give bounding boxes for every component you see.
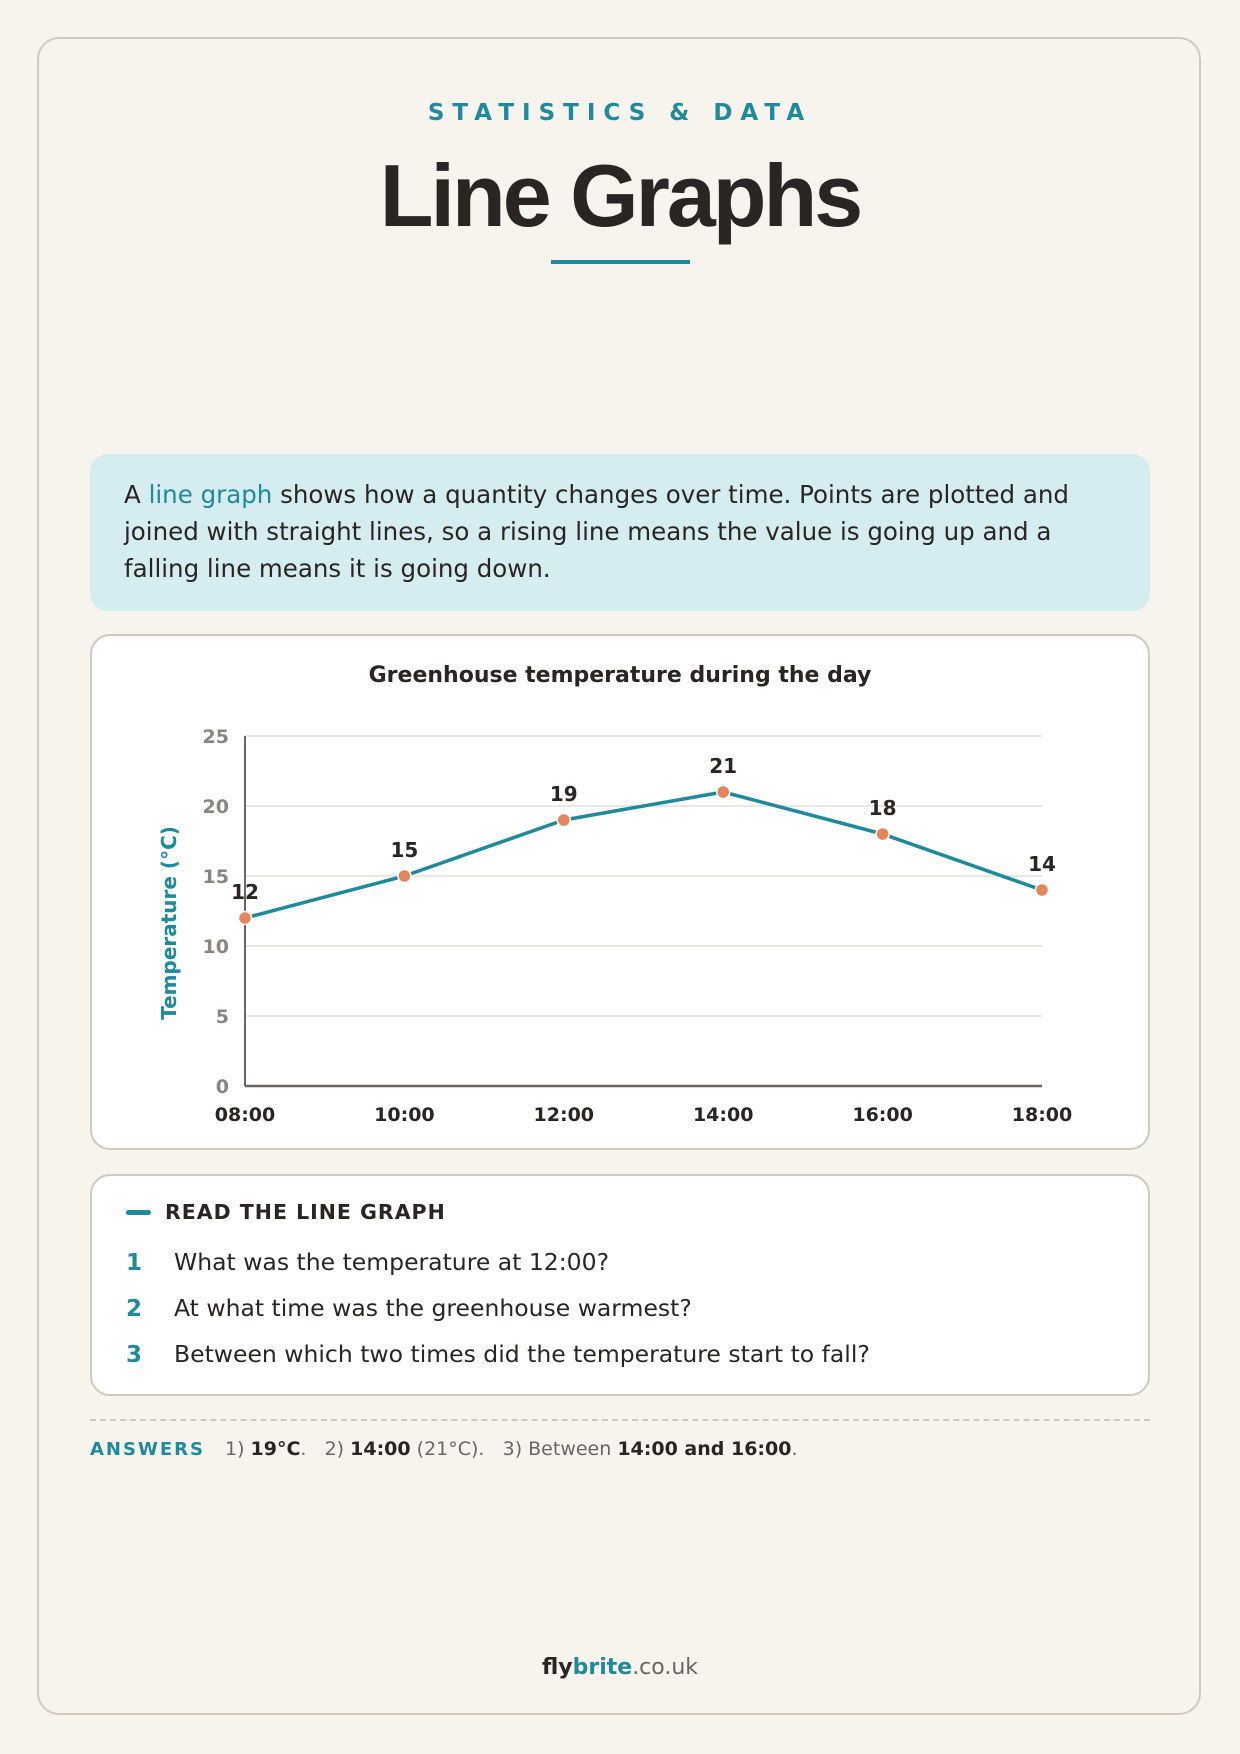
section-eyebrow: STATISTICS & DATA — [427, 100, 813, 126]
data-point — [556, 812, 572, 828]
questions-header: READ THE LINE GRAPH — [126, 1200, 446, 1224]
series-line — [244, 790, 1043, 920]
data-point — [237, 910, 253, 926]
brand-part-1: fly — [541, 1655, 573, 1680]
intro-text-end: shows how a quantity changes over time. … — [124, 480, 1069, 583]
answer-2-value: 14:00 — [350, 1438, 411, 1460]
divider — [90, 1419, 1150, 1421]
answer-3-value: 14:00 and 16:00 — [617, 1438, 792, 1460]
intro-box: A line graph shows how a quantity change… — [90, 454, 1150, 611]
page-frame — [37, 37, 1201, 1715]
title-underline — [551, 260, 690, 264]
data-point — [875, 826, 890, 842]
y-axis-label: Temperature (°C) — [157, 826, 181, 1020]
data-label: 15 — [390, 838, 418, 862]
question-text: What was the temperature at 12:00? — [174, 1248, 610, 1276]
question-number: 3 — [126, 1342, 143, 1368]
answer-2-suffix: (21°C). — [410, 1438, 485, 1460]
chart-title: Greenhouse temperature during the day — [369, 663, 872, 688]
y-tick-label: 0 — [216, 1076, 229, 1098]
y-tick-label: 20 — [203, 796, 229, 818]
x-tick-label: 10:00 — [374, 1104, 434, 1126]
data-point — [397, 868, 412, 884]
answers-label: ANSWERS — [90, 1439, 205, 1460]
data-label: 14 — [1028, 852, 1056, 876]
data-point — [1034, 882, 1050, 898]
intro-text-start: A — [124, 480, 149, 509]
question-text: At what time was the greenhouse warmest? — [174, 1294, 692, 1322]
brand-footer: flybrite.co.uk — [0, 1655, 1240, 1680]
answer-1-value: 19°C — [250, 1438, 301, 1460]
x-tick-label: 18:00 — [1012, 1104, 1072, 1126]
data-point — [715, 784, 731, 800]
x-tick-label: 14:00 — [693, 1104, 753, 1126]
x-tick-label: 08:00 — [215, 1104, 275, 1126]
line-chart: Greenhouse temperature during the day 0 5 1… — [157, 663, 1072, 1126]
question-text: Between which two times did the temperat… — [174, 1340, 870, 1368]
data-label: 21 — [709, 754, 737, 778]
answer-3-suffix: . — [791, 1438, 798, 1460]
dash-icon — [126, 1209, 151, 1215]
answer-1-suffix: . — [300, 1438, 307, 1460]
intro-term: line graph — [148, 480, 273, 509]
data-label: 19 — [550, 782, 578, 806]
data-label: 12 — [231, 880, 259, 904]
brand-part-2: brite — [572, 1655, 633, 1680]
question-number: 2 — [126, 1296, 143, 1322]
answer-2-prefix: 2) — [324, 1438, 351, 1460]
y-tick-label: 5 — [216, 1006, 229, 1028]
question-item: 3 Between which two times did the temper… — [126, 1340, 870, 1368]
questions-heading: READ THE LINE GRAPH — [165, 1200, 446, 1224]
answer-1-prefix: 1) — [224, 1438, 251, 1460]
questions-card: READ THE LINE GRAPH 1 What was the tempe… — [90, 1174, 1150, 1396]
y-tick-label: 25 — [203, 726, 229, 748]
chart-card: Greenhouse temperature during the day 0 5 1… — [90, 634, 1150, 1150]
question-item: 2 At what time was the greenhouse warmes… — [126, 1294, 692, 1322]
question-number: 1 — [126, 1250, 143, 1276]
y-tick-label: 15 — [203, 866, 229, 888]
y-tick-label: 10 — [203, 936, 229, 958]
question-item: 1 What was the temperature at 12:00? — [126, 1248, 609, 1276]
page-title: Line Graphs — [379, 146, 863, 245]
x-tick-label: 16:00 — [852, 1104, 912, 1126]
x-tick-label: 12:00 — [534, 1104, 594, 1126]
brand-domain: .co.uk — [632, 1655, 699, 1680]
answers-line: ANSWERS 1) 19°C. 2) 14:00 (21°C). 3) Bet… — [90, 1438, 798, 1460]
data-label: 18 — [869, 796, 897, 820]
answer-3-prefix: 3) Between — [502, 1438, 618, 1460]
